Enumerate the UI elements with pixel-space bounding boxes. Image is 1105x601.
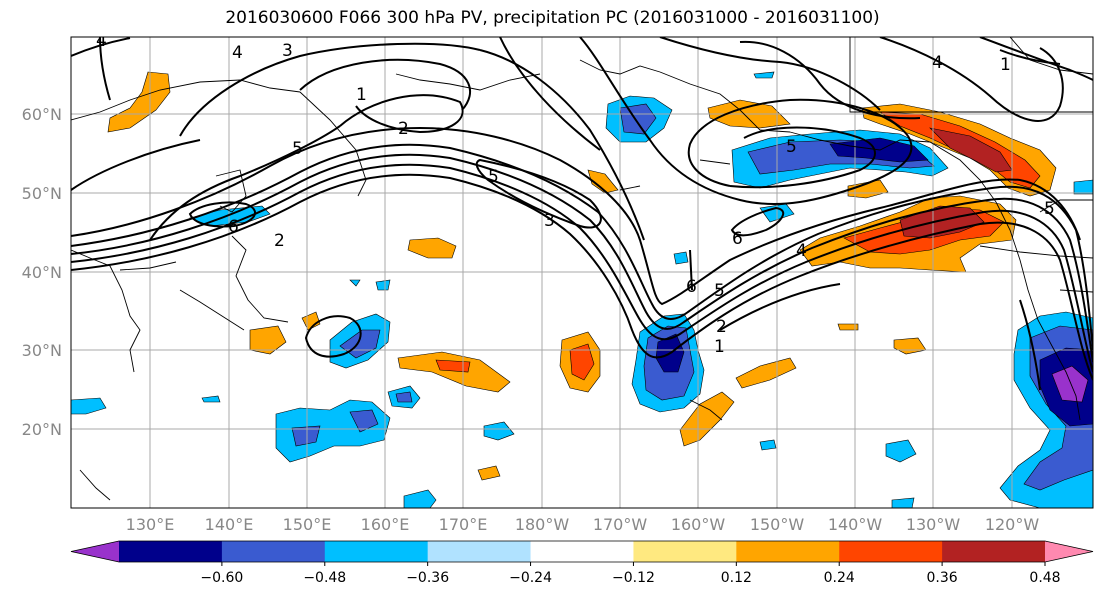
gridlines [71,37,1093,508]
colorbar-tick-label: 0.36 [927,570,958,586]
lon-tick-label: 150°E [283,515,332,534]
pv-contours [71,37,1093,391]
lon-tick-label: 160°E [361,515,410,534]
lon-tick-label: 140°W [828,515,883,534]
colorbar-tick-label: 0.12 [721,570,752,586]
pv-contour-label: 5 [488,167,499,187]
lon-tick-label: 180°W [515,515,570,534]
lat-tick-label: 50°N [22,184,62,203]
latitude-axis: 60°N 50°N 40°N 30°N 20°N [22,105,62,439]
lat-tick-label: 60°N [22,105,62,124]
pv-contour-label: 5 [786,137,797,157]
pv-contour-label: 2 [274,231,285,251]
colorbar-tick-label: −0.60 [200,570,243,586]
map-title: 2016030600 F066 300 hPa PV, precipitatio… [225,8,880,28]
colorbar-segment [324,541,429,562]
pv-contour-label: 2 [398,119,409,139]
pv-contour-label: 4 [96,31,107,51]
pv-contour-label: 6 [228,217,239,237]
colorbar-segment [736,541,840,562]
pv-contour-label: 5 [1044,199,1055,219]
pv-contour-label: 1 [714,337,725,357]
longitude-axis: 130°E 140°E 150°E 160°E 170°E 180°W 170°… [126,515,1040,534]
colorbar-tick-label: 0.24 [824,570,855,586]
pv-contour-label: 6 [686,277,697,297]
lon-tick-label: 150°W [750,515,805,534]
pv-contour-label: 2 [716,317,727,337]
colorbar: −0.60 −0.48 −0.36 −0.24 −0.12 0.12 0.24 0.36 0.4… [70,540,1094,586]
pv-contour-label: 1 [1000,55,1011,75]
colorbar-segment [530,541,634,562]
lon-tick-label: 130°W [906,515,961,534]
pv-contour-label: 4 [932,53,943,73]
colorbar-tick-label: −0.12 [612,570,655,586]
coastlines [71,37,1093,501]
pv-contour-label: 4 [232,43,243,63]
pv-contour-label: 3 [544,211,555,231]
colorbar-segment [942,541,1046,562]
lon-tick-label: 170°W [593,515,648,534]
lon-tick-label: 140°E [205,515,254,534]
colorbar-segment [119,541,223,562]
colorbar-tick-label: −0.36 [406,570,449,586]
lon-tick-label: 130°E [126,515,175,534]
colorbar-tick-label: 0.48 [1029,570,1060,586]
colorbar-outline [70,540,1094,563]
colorbar-segment [427,541,532,562]
lat-tick-label: 40°N [22,263,62,282]
colorbar-extend-max [1045,541,1093,562]
lat-tick-label: 20°N [22,420,62,439]
colorbar-tick-label: −0.24 [509,570,552,586]
colorbar-segment [633,541,737,562]
pv-contour-label: 1 [356,85,367,105]
colorbar-segment [839,541,943,562]
lon-tick-label: 170°E [439,515,488,534]
colorbar-segment [221,541,326,562]
pv-contour-label: 6 [732,229,743,249]
pv-contour-label: 3 [282,41,293,61]
pv-contour-label: 4 [796,241,807,261]
plot-frame [70,36,1094,509]
colorbar-tick-label: −0.48 [303,570,346,586]
lon-tick-label: 120°W [985,515,1040,534]
precip-shading [71,71,1093,508]
pv-contour-labels: 4 4 3 1 2 5 5 3 2 6 6 6 5 2 1 4 5 4 1 5 [96,31,1055,357]
colorbar-extend-min [71,541,119,562]
positive-anomaly-areas [107,71,1057,481]
lat-tick-label: 30°N [22,341,62,360]
pv-contour-label: 5 [292,139,303,159]
lon-tick-label: 160°W [671,515,726,534]
negative-anomaly-areas [71,71,1093,508]
pv-contour-label: 5 [714,281,725,301]
